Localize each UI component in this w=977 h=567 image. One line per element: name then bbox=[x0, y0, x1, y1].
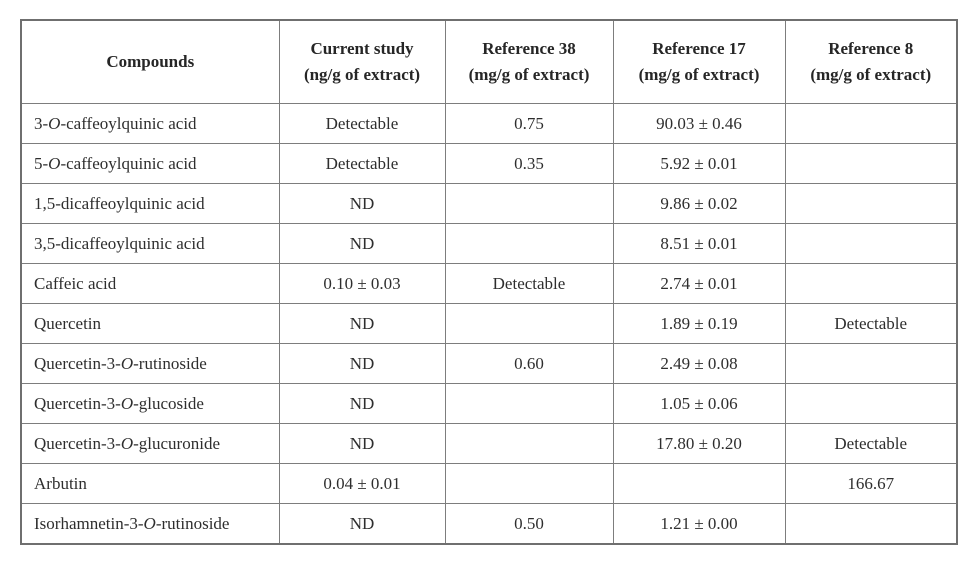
cell-ref38 bbox=[444, 303, 614, 344]
cell-current-study: ND bbox=[278, 343, 446, 384]
column-header-compounds: Compounds bbox=[20, 19, 280, 104]
cell-current-study: ND bbox=[278, 183, 446, 224]
cell-compounds: Quercetin-3-O-glucoside bbox=[20, 383, 280, 424]
cell-ref8 bbox=[784, 103, 958, 144]
cell-ref8 bbox=[784, 383, 958, 424]
table-row: 1,5-dicaffeoylquinic acid ND 9.86 ± 0.02 bbox=[20, 183, 958, 224]
table-row: Quercetin-3-O-rutinoside ND 0.60 2.49 ± 0.0… bbox=[20, 343, 958, 384]
cell-ref17: 2.74 ± 0.01 bbox=[612, 263, 786, 304]
cell-compounds: Quercetin-3-O-rutinoside bbox=[20, 343, 280, 384]
cell-current-study: ND bbox=[278, 423, 446, 464]
cell-ref38: 0.60 bbox=[444, 343, 614, 384]
cell-current-study: ND bbox=[278, 223, 446, 264]
cell-current-study: Detectable bbox=[278, 143, 446, 184]
cell-ref17: 1.89 ± 0.19 bbox=[612, 303, 786, 344]
table-row: 3-O-caffeoylquinic acid Detectable 0.75 90.… bbox=[20, 103, 958, 144]
cell-ref38: 0.50 bbox=[444, 503, 614, 545]
cell-ref38 bbox=[444, 423, 614, 464]
cell-ref38: Detectable bbox=[444, 263, 614, 304]
cell-ref8: Detectable bbox=[784, 423, 958, 464]
cell-ref38 bbox=[444, 223, 614, 264]
table-row: Quercetin ND 1.89 ± 0.19 Detectable bbox=[20, 303, 958, 344]
table-row: 5-O-caffeoylquinic acid Detectable 0.35 5.9… bbox=[20, 143, 958, 184]
cell-compounds: 3-O-caffeoylquinic acid bbox=[20, 103, 280, 144]
cell-compounds: 3,5-dicaffeoylquinic acid bbox=[20, 223, 280, 264]
column-header-ref38: Reference 38 (mg/g of extract) bbox=[444, 19, 614, 104]
table-row: Isorhamnetin-3-O-rutinoside ND 0.50 1.21 ± … bbox=[20, 503, 958, 545]
table-row: Quercetin-3-O-glucoside ND 1.05 ± 0.06 bbox=[20, 383, 958, 424]
table-body: 3-O-caffeoylquinic acid Detectable 0.75 90.… bbox=[20, 103, 958, 545]
cell-compounds: Caffeic acid bbox=[20, 263, 280, 304]
cell-current-study: 0.10 ± 0.03 bbox=[278, 263, 446, 304]
cell-ref8 bbox=[784, 343, 958, 384]
cell-ref8 bbox=[784, 143, 958, 184]
cell-ref17: 1.21 ± 0.00 bbox=[612, 503, 786, 545]
cell-ref17: 90.03 ± 0.46 bbox=[612, 103, 786, 144]
cell-ref8: Detectable bbox=[784, 303, 958, 344]
cell-compounds: Isorhamnetin-3-O-rutinoside bbox=[20, 503, 280, 545]
cell-ref38 bbox=[444, 463, 614, 504]
cell-ref17: 17.80 ± 0.20 bbox=[612, 423, 786, 464]
cell-ref8 bbox=[784, 183, 958, 224]
cell-current-study: ND bbox=[278, 383, 446, 424]
cell-ref38: 0.75 bbox=[444, 103, 614, 144]
cell-ref8 bbox=[784, 223, 958, 264]
cell-current-study: Detectable bbox=[278, 103, 446, 144]
table-row: 3,5-dicaffeoylquinic acid ND 8.51 ± 0.01 bbox=[20, 223, 958, 264]
cell-current-study: ND bbox=[278, 303, 446, 344]
cell-compounds: 5-O-caffeoylquinic acid bbox=[20, 143, 280, 184]
cell-ref8: 166.67 bbox=[784, 463, 958, 504]
cell-ref38: 0.35 bbox=[444, 143, 614, 184]
cell-compounds: 1,5-dicaffeoylquinic acid bbox=[20, 183, 280, 224]
cell-ref17: 8.51 ± 0.01 bbox=[612, 223, 786, 264]
cell-ref17: 1.05 ± 0.06 bbox=[612, 383, 786, 424]
cell-compounds: Quercetin-3-O-glucuronide bbox=[20, 423, 280, 464]
cell-compounds: Quercetin bbox=[20, 303, 280, 344]
cell-compounds: Arbutin bbox=[20, 463, 280, 504]
column-header-current-study: Current study (ng/g of extract) bbox=[278, 19, 446, 104]
cell-ref17: 9.86 ± 0.02 bbox=[612, 183, 786, 224]
table-row: Caffeic acid 0.10 ± 0.03 Detectable 2.74 ± … bbox=[20, 263, 958, 304]
header-row: Compounds Current study (ng/g of extract)… bbox=[20, 19, 958, 104]
compounds-comparison-table: Compounds Current study (ng/g of extract)… bbox=[20, 19, 958, 545]
column-header-ref17: Reference 17 (mg/g of extract) bbox=[612, 19, 786, 104]
table-row: Quercetin-3-O-glucuronide ND 17.80 ± 0.20 D… bbox=[20, 423, 958, 464]
cell-ref17: 5.92 ± 0.01 bbox=[612, 143, 786, 184]
cell-ref17: 2.49 ± 0.08 bbox=[612, 343, 786, 384]
cell-ref8 bbox=[784, 503, 958, 545]
column-header-ref8: Reference 8 (mg/g of extract) bbox=[784, 19, 958, 104]
cell-current-study: 0.04 ± 0.01 bbox=[278, 463, 446, 504]
table-header: Compounds Current study (ng/g of extract)… bbox=[20, 19, 958, 104]
cell-ref38 bbox=[444, 383, 614, 424]
cell-current-study: ND bbox=[278, 503, 446, 545]
table-row: Arbutin 0.04 ± 0.01 166.67 bbox=[20, 463, 958, 504]
cell-ref17 bbox=[612, 463, 786, 504]
cell-ref38 bbox=[444, 183, 614, 224]
cell-ref8 bbox=[784, 263, 958, 304]
